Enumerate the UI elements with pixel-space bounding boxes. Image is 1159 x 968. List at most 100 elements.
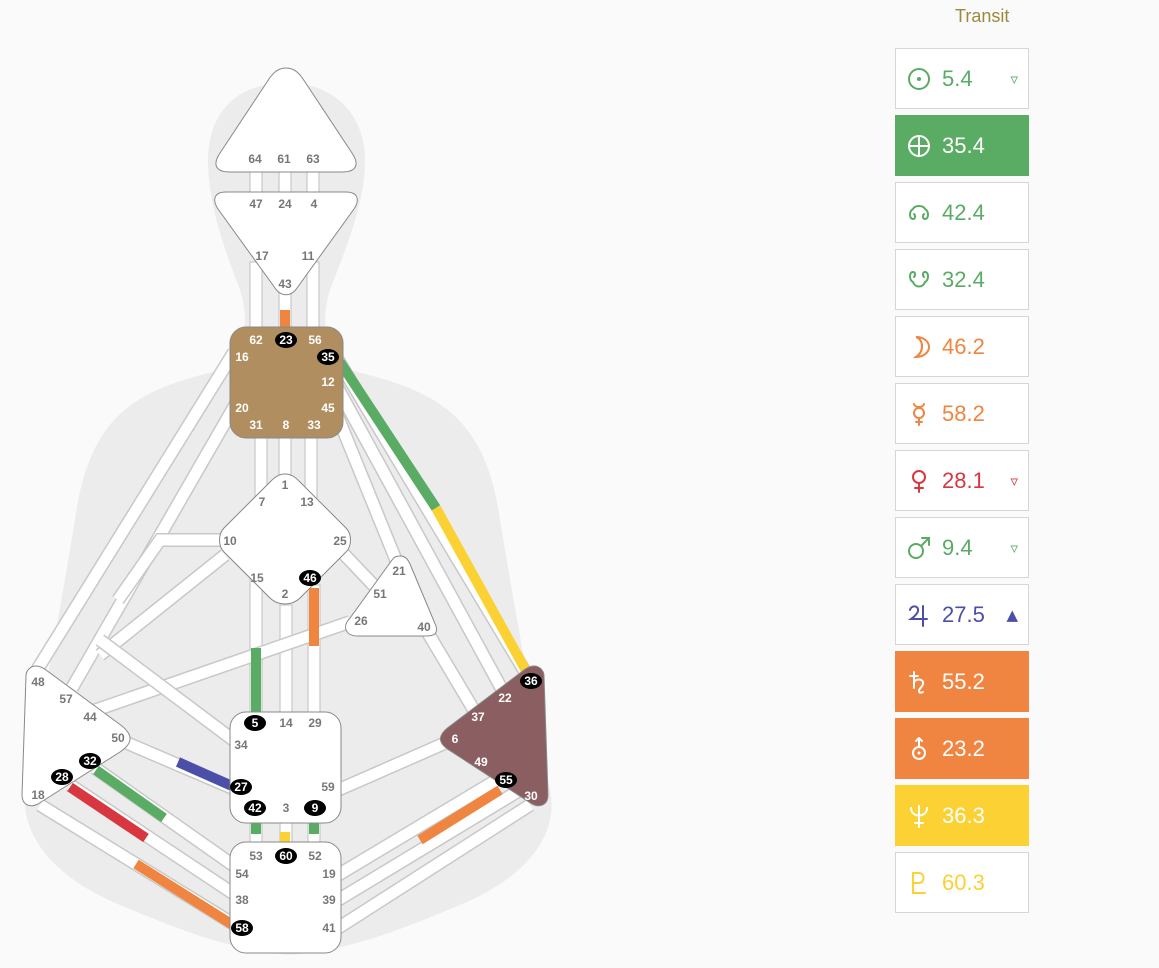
planet-row-jupiter[interactable]: 27.5 ▲	[895, 584, 1029, 645]
gate-47: 47	[249, 197, 263, 211]
planet-row-moon[interactable]: 46.2	[895, 316, 1029, 377]
gate-35: 35	[321, 350, 335, 364]
gate-55-activation	[495, 772, 517, 788]
planet-value: 23.2	[942, 735, 985, 761]
planet-arrow-icon: ▿	[1010, 69, 1018, 88]
throat-center	[229, 326, 344, 439]
gate-52: 52	[308, 849, 322, 863]
planet-value: 5.4	[942, 65, 973, 91]
gate-32: 32	[83, 754, 97, 768]
gate-3: 3	[283, 801, 290, 815]
gate-51: 51	[373, 587, 387, 601]
gate-12: 12	[321, 375, 335, 389]
activations	[67, 310, 535, 932]
gate-44: 44	[83, 710, 97, 724]
gate-36: 36	[524, 674, 538, 688]
gate-30: 30	[524, 789, 538, 803]
gate-53: 53	[249, 849, 263, 863]
planet-row-pluto[interactable]: 60.3	[895, 852, 1029, 913]
gate-9: 9	[312, 801, 319, 815]
gate-2: 2	[282, 587, 289, 601]
gate-18: 18	[31, 788, 45, 802]
head-center	[215, 67, 357, 173]
gate-64: 64	[248, 152, 262, 166]
planet-row-south-node[interactable]: 32.4	[895, 249, 1029, 310]
heart-center	[345, 555, 437, 637]
gate-60-activation	[275, 848, 297, 864]
gate-8: 8	[283, 418, 290, 432]
planet-row-north-node[interactable]: 42.4	[895, 182, 1029, 243]
gate-5-activation	[244, 715, 266, 731]
gate-36-activation	[520, 673, 542, 689]
gate-23: 23	[279, 333, 293, 347]
planet-row-saturn[interactable]: 55.2	[895, 651, 1029, 712]
gate-33: 33	[307, 418, 321, 432]
planet-row-sun[interactable]: 5.4 ▿	[895, 48, 1029, 109]
transit-title: Transit	[955, 6, 1010, 26]
planet-value: 9.4	[942, 534, 973, 560]
gate-46-activation	[299, 570, 321, 586]
gate-16: 16	[235, 350, 249, 364]
gate-58-activation	[231, 920, 253, 936]
planet-arrow-icon: ▿	[1010, 471, 1018, 490]
centers	[21, 67, 549, 954]
saturn-icon	[896, 670, 942, 694]
gate-27-activation	[230, 779, 252, 795]
gate-1: 1	[282, 478, 289, 492]
planet-row-venus[interactable]: 28.1 ▿	[895, 450, 1029, 511]
solar-plexus-center	[440, 665, 549, 807]
planet-value: 42.4	[942, 199, 985, 225]
gate-41: 41	[322, 921, 336, 935]
gate-46: 46	[303, 571, 317, 585]
gate-13: 13	[300, 495, 314, 509]
gate-4: 4	[311, 197, 318, 211]
gate-48: 48	[31, 675, 45, 689]
earth-icon	[896, 134, 942, 158]
gate-50: 50	[111, 731, 125, 745]
planet-row-mercury[interactable]: 58.2	[895, 383, 1029, 444]
gate-28: 28	[55, 770, 69, 784]
gate-29: 29	[308, 716, 322, 730]
gate-62: 62	[249, 333, 263, 347]
gate-42-activation	[244, 800, 266, 816]
gate-7: 7	[259, 495, 266, 509]
north-node-icon	[896, 201, 942, 225]
moon-icon	[896, 335, 942, 359]
gate-9-activation	[304, 800, 326, 816]
planet-row-neptune[interactable]: 36.3	[895, 785, 1029, 846]
planet-row-earth[interactable]: 35.4	[895, 115, 1029, 176]
gate-26: 26	[354, 614, 368, 628]
gate-15: 15	[250, 571, 264, 585]
gate-6: 6	[452, 732, 459, 746]
gate-19: 19	[322, 867, 336, 881]
gate-43: 43	[278, 277, 292, 291]
sacral-center	[229, 711, 342, 824]
gate-60: 60	[279, 849, 293, 863]
gate-14: 14	[279, 716, 293, 730]
gate-63: 63	[306, 152, 320, 166]
uranus-icon	[896, 736, 942, 761]
gate-25: 25	[333, 534, 347, 548]
gate-32-activation	[79, 753, 101, 769]
spleen-center	[21, 665, 131, 807]
gate-58: 58	[235, 921, 249, 935]
gate-10: 10	[223, 534, 237, 548]
gate-5: 5	[252, 716, 259, 730]
gate-40: 40	[417, 620, 431, 634]
venus-icon	[896, 469, 942, 493]
south-node-icon	[896, 268, 942, 292]
gate-37: 37	[471, 710, 485, 724]
gate-35-activation	[317, 349, 339, 365]
gate-23-activation	[275, 332, 297, 348]
gate-59: 59	[321, 780, 335, 794]
sun-icon	[896, 67, 942, 91]
jupiter-icon	[896, 603, 942, 627]
planet-row-mars[interactable]: 9.4 ▿	[895, 517, 1029, 578]
planet-value: 27.5	[942, 601, 985, 627]
ajna-center	[214, 191, 358, 296]
gate-31: 31	[249, 418, 263, 432]
planet-row-uranus[interactable]: 23.2	[895, 718, 1029, 779]
planet-value: 60.3	[942, 869, 985, 895]
gate-54: 54	[235, 867, 249, 881]
gate-20: 20	[235, 401, 249, 415]
